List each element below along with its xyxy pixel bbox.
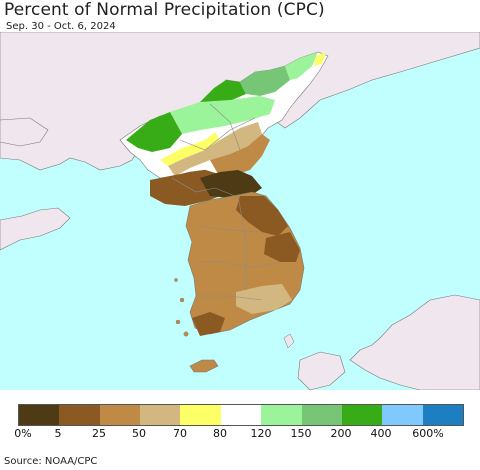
legend-swatch	[59, 405, 100, 425]
precip-green-nw	[126, 112, 186, 152]
land-japan	[349, 294, 480, 390]
date-range: Sep. 30 - Oct. 6, 2024	[6, 21, 116, 32]
legend-label: 50	[132, 427, 146, 440]
legend-swatch	[140, 405, 181, 425]
map-title: Percent of Normal Precipitation (CPC)	[4, 0, 325, 20]
legend-label: 5	[54, 427, 62, 440]
precip-darkbrown-nk	[200, 170, 262, 198]
legend-swatch	[382, 405, 423, 425]
province-lines	[171, 103, 281, 301]
source-credit: Source: NOAA/CPC	[4, 456, 98, 467]
legend-swatch	[261, 405, 302, 425]
precip-tan-south	[236, 284, 292, 314]
legend-label: 25	[92, 427, 106, 440]
legend-labels: 0% 5 25 50 70 80 120 150 200 400 600%	[0, 427, 480, 441]
land-tsushima	[283, 333, 295, 349]
legend-label: 120	[250, 427, 272, 440]
land-shandong	[0, 207, 71, 251]
precip-light-brown	[210, 134, 270, 176]
region-jeju	[189, 359, 219, 373]
legend-label: 600%	[412, 427, 444, 440]
legend-swatch	[422, 405, 463, 425]
precip-yellow-band	[160, 132, 220, 166]
precip-green-ne	[285, 52, 318, 80]
legend-label: 400	[370, 427, 392, 440]
precip-brown-southwest	[192, 312, 225, 336]
precip-midgreen	[240, 66, 290, 96]
legend-swatch	[301, 405, 342, 425]
legend-label: 150	[290, 427, 312, 440]
legend-swatch	[19, 405, 60, 425]
land-liaodong	[0, 117, 49, 147]
precip-tan-band	[168, 122, 262, 176]
legend-label: 200	[330, 427, 352, 440]
legend-label: 0%	[14, 427, 32, 440]
legend-label: 80	[213, 427, 227, 440]
precipitation-map	[0, 32, 480, 390]
legend-swatch	[180, 405, 221, 425]
legend-color-bar	[18, 404, 464, 426]
islands	[174, 278, 189, 337]
precip-green-n	[200, 80, 246, 106]
legend-swatch	[220, 405, 262, 425]
legend-label: 70	[173, 427, 187, 440]
legend-swatch	[341, 405, 383, 425]
land-kyushu	[297, 351, 346, 390]
precip-darkbrown-se	[264, 232, 300, 262]
precip-yellow-ne	[314, 52, 326, 66]
precip-darkbrown-east	[236, 196, 288, 236]
legend-swatch	[99, 405, 141, 425]
